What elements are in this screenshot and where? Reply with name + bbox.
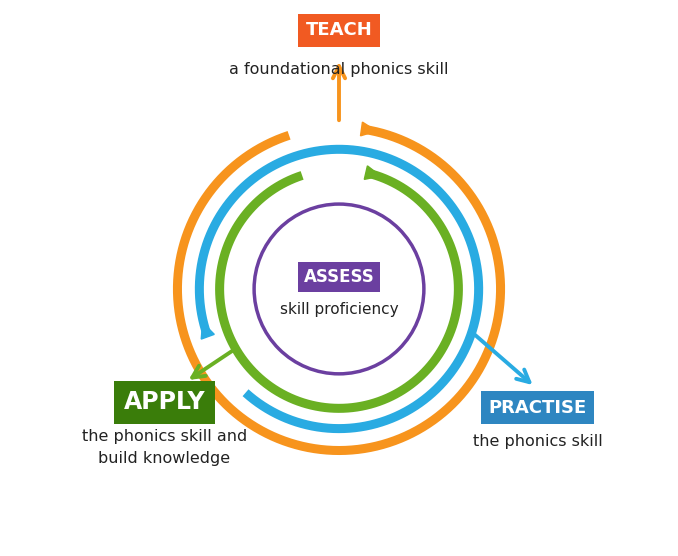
Polygon shape <box>201 322 214 339</box>
Polygon shape <box>364 166 380 180</box>
Text: ASSESS: ASSESS <box>304 268 374 286</box>
Text: skill proficiency: skill proficiency <box>280 302 398 317</box>
Text: APPLY: APPLY <box>123 390 205 414</box>
Polygon shape <box>361 122 376 136</box>
Text: PRACTISE: PRACTISE <box>488 399 586 416</box>
Text: the phonics skill: the phonics skill <box>473 434 603 449</box>
Text: the phonics skill and
build knowledge: the phonics skill and build knowledge <box>82 429 247 466</box>
Text: a foundational phonics skill: a foundational phonics skill <box>229 62 449 77</box>
Text: TEACH: TEACH <box>306 22 372 39</box>
